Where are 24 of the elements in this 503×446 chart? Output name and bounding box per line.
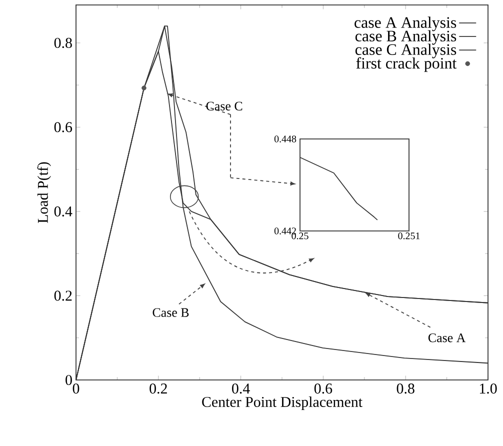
annotation: Case A: [428, 333, 466, 342]
y-axis-title: Load P(tf): [37, 162, 51, 223]
y-tick-label: 0.442: [274, 228, 296, 234]
y-tick-label: 0.8: [54, 38, 72, 48]
x-tick-label: 1.0: [480, 384, 497, 394]
y-tick-label: 0: [66, 374, 72, 386]
x-tick-label: 0.6: [314, 384, 332, 394]
legend-label: first crack point: [356, 57, 457, 72]
annotation: Case B: [152, 308, 189, 317]
legend-label: case C Analysis: [355, 44, 456, 58]
x-tick-label: 0.251: [398, 232, 420, 240]
x-tick-label: 0.4: [232, 384, 250, 394]
y-tick-label: 0.2: [54, 290, 72, 301]
x-tick-label: 0.2: [150, 384, 167, 394]
x-tick-label: 0: [72, 384, 80, 394]
legend-label: case B Analysis: [355, 30, 456, 45]
x-tick-label: 0.25: [292, 232, 308, 240]
y-tick-label: 0.4: [54, 206, 72, 217]
y-tick-label: 0.6: [54, 122, 72, 132]
y-tick-label: 0.448: [274, 136, 296, 142]
x-axis-title: Center Point Displacement: [202, 396, 362, 410]
x-tick-label: 0.8: [396, 384, 414, 394]
annotation: Case C: [206, 102, 242, 110]
legend-label: case A Analysis: [354, 16, 456, 32]
